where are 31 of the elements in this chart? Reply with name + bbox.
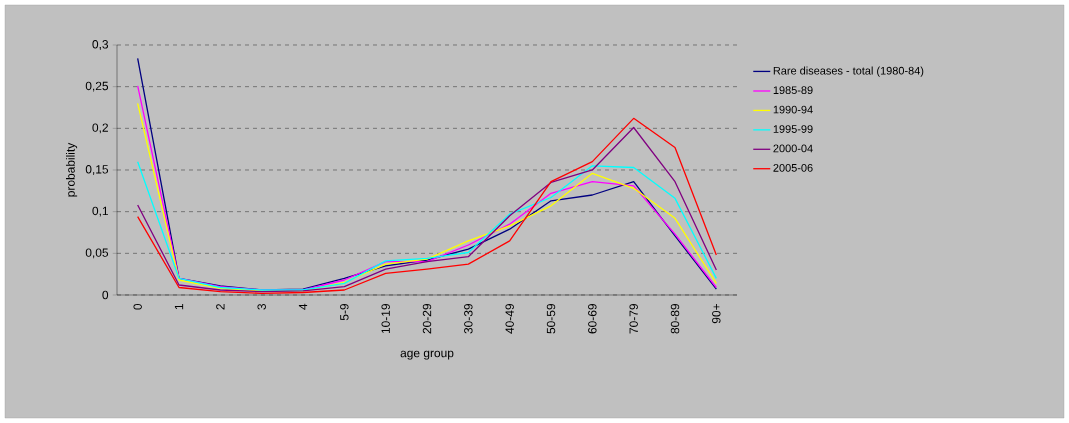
y-tick-label: 0,25 [85, 81, 109, 92]
y-tick-label: 0,2 [92, 123, 108, 134]
x-tick-label: 80-89 [670, 304, 680, 334]
y-tick-label: 0 [102, 290, 109, 300]
legend-label: Rare diseases - total (1980-84) [773, 66, 924, 77]
x-tick-label: 1 [174, 304, 184, 310]
y-tick-label: 0,1 [92, 206, 108, 217]
x-tick-label: 0 [133, 303, 142, 310]
x-tick-label: 4 [298, 303, 308, 310]
legend-label: 2000-04 [773, 144, 813, 153]
x-tick-label: 60-69 [588, 304, 597, 334]
y-axis-title: probability [66, 142, 78, 197]
x-tick-label: 90+ [712, 304, 721, 324]
x-tick-label: 3 [257, 303, 266, 310]
y-tick-label: 0,05 [85, 248, 109, 259]
x-tick-label: 40-49 [505, 304, 514, 334]
legend-label: 1990-94 [773, 105, 813, 114]
x-tick-label: 20-29 [422, 304, 432, 334]
legend-label: 1985-89 [773, 86, 813, 95]
legend-label: 1995-99 [773, 125, 813, 133]
x-tick-label: 30-39 [464, 304, 473, 334]
x-tick-label: 50-59 [546, 304, 556, 334]
x-axis-title: age group [400, 350, 454, 360]
x-tick-label: 70-79 [629, 304, 638, 334]
x-tick-label: 2 [216, 304, 225, 310]
x-tick-label: 10-19 [381, 304, 390, 334]
legend-label: 2005-06 [773, 164, 813, 172]
line-series [137, 161, 717, 291]
y-tick-label: 0,3 [92, 40, 109, 50]
y-tick-label: 0,15 [85, 165, 109, 175]
x-tick-label: 5-9 [340, 304, 349, 321]
